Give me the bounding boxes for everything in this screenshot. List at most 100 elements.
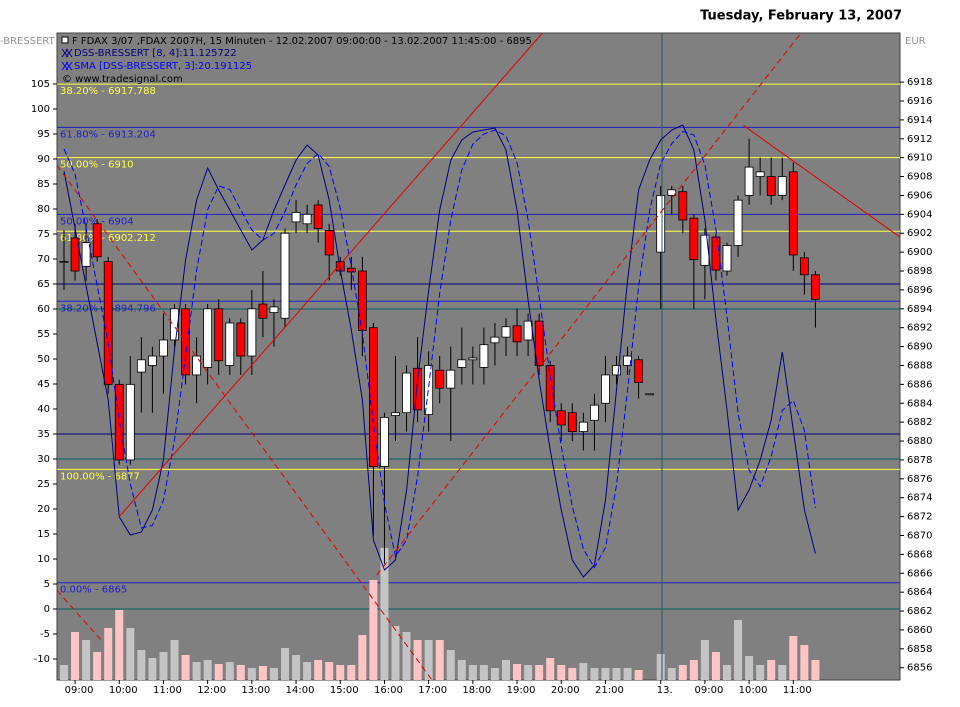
volume-bar [612,668,621,680]
candle-body [457,359,467,368]
y-tick-label: 0 [44,604,50,615]
volume-bar [435,640,444,680]
x-tick-label: 18:00 [462,685,491,696]
y2-tick-label: 6904 [907,209,932,220]
y-tick-label: 50 [37,354,50,365]
candle-body [313,204,323,229]
volume-bar [60,665,68,680]
y-tick-label: 85 [37,179,50,190]
fib-label: 0.00% - 6865 [60,585,127,596]
y2-tick-label: 6916 [907,96,932,107]
candle-body [623,355,632,366]
volume-bar [358,635,367,680]
candle-body [181,308,190,376]
volume-bar [148,658,157,680]
y2-tick-label: 6874 [907,493,932,504]
volume-bar [236,665,245,680]
candle-body [490,336,500,344]
candle-body [424,365,434,415]
candle-body [391,412,400,416]
fib-label: 100.00% - 6877 [60,471,140,482]
candle-body [203,308,213,368]
volume-bar [115,610,124,680]
candle-body [368,327,378,467]
candle-body [556,410,566,426]
y2-tick-label: 6908 [907,172,932,183]
candle-body [402,372,411,414]
copyright: © www.tradesignal.com [62,74,183,85]
x-tick-label: 20:00 [551,685,580,696]
y-tick-label: 40 [37,404,50,415]
y2-tick-label: 6866 [907,568,932,579]
candle-body [147,355,157,366]
x-tick-label: 19:00 [507,685,536,696]
x-tick-label: 21:00 [595,685,624,696]
y2-tick-label: 6894 [907,304,932,315]
volume-bar [689,660,698,680]
x-tick-label: 13:00 [241,685,270,696]
y-tick-label: 55 [37,329,50,340]
fib-label: 50.00% - 6910 [60,160,134,171]
volume-bar [811,660,820,680]
x-tick-label: 13. [657,685,673,696]
volume-bar [247,668,256,680]
y2-tick-label: 6860 [907,625,932,636]
candle-body [159,339,168,357]
volume-bar [479,665,488,680]
y2-tick-label: 6896 [907,285,932,296]
candle-body [523,320,533,341]
x-tick-label: 11:00 [783,685,812,696]
volume-bar [756,665,765,680]
volume-bar [789,636,798,680]
fib-label: 61.80% - 6913.204 [60,129,156,140]
volume-bar [723,665,731,680]
volume-bar [535,665,544,680]
volume-bar [579,663,588,680]
volume-bar [745,656,754,680]
y-tick-label: 35 [37,429,50,440]
x-tick-label: 15:00 [330,685,359,696]
subtitle: F FDAX 3/07 ,FDAX 2007H, 15 Minuten - 12… [72,36,532,47]
y-tick-label: 105 [31,79,50,90]
candle-body [247,308,257,357]
candle-body [733,199,743,246]
y2-tick-label: 6884 [907,398,932,409]
volume-bar [170,640,179,680]
candle-body [236,322,246,357]
volume-bar [269,668,278,680]
volume-bar [590,668,599,680]
fib-label: 38.20% - 6917.788 [60,86,156,97]
volume-bar [767,660,776,680]
volume-bar [446,650,455,680]
y2-tick-label: 6856 [907,663,932,674]
y2-tick-label: 6876 [907,474,932,485]
trendline [376,33,802,576]
trendline [743,125,900,238]
candle-body [512,325,522,343]
plot-layer: 38.20% - 6917.788 61.80% - 6913.204 50.00%… [57,83,900,680]
volume-bar [700,640,709,680]
candle-body [136,359,146,373]
volume-bar [513,664,522,680]
y2-tick-label: 6872 [907,512,932,523]
series-icon [61,48,73,58]
volume-bar [601,668,610,680]
x-tick-label: 10:00 [739,685,768,696]
y-tick-label: 20 [37,504,50,515]
candle-body [689,217,699,261]
y-tick-label: 70 [37,254,50,265]
candle-body [59,261,69,263]
volume-bar [369,580,378,680]
volume-bar [159,652,168,680]
volume-bar [711,652,720,680]
candle-body [722,245,732,272]
candle-body [258,303,268,319]
x-tick-label: 09:00 [65,685,94,696]
candle-body [302,213,312,225]
volume-bar [281,648,289,680]
candle-body [435,369,445,389]
volume-bar [93,652,102,680]
candle-body [788,171,798,256]
